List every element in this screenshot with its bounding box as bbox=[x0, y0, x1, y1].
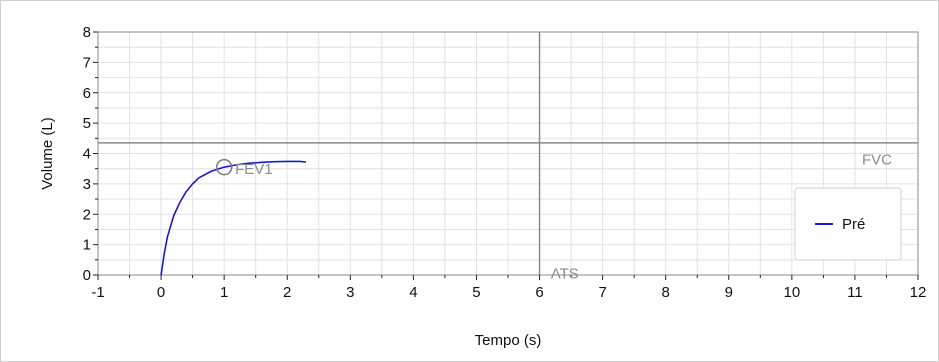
x-tick-label: 3 bbox=[346, 284, 354, 301]
fev1-marker bbox=[215, 158, 233, 176]
y-tick-label: 5 bbox=[83, 115, 91, 132]
fev1-label: FEV1 bbox=[235, 161, 273, 178]
y-tick-label: 8 bbox=[83, 24, 91, 41]
legend-label-pre: Pré bbox=[842, 216, 865, 233]
x-tick-label: 2 bbox=[283, 284, 291, 301]
legend-box bbox=[794, 187, 902, 261]
y-tick-label: 0 bbox=[83, 267, 91, 284]
series-line-pre bbox=[160, 160, 307, 276]
reference-lines bbox=[98, 32, 918, 275]
y-tick-label: 1 bbox=[83, 237, 91, 254]
x-tick-label: 8 bbox=[662, 284, 670, 301]
legend: Pré bbox=[794, 187, 902, 261]
fvc-label: FVC bbox=[862, 152, 892, 169]
x-tick-label: 11 bbox=[847, 284, 863, 301]
x-tick-label: 0 bbox=[157, 284, 165, 301]
y-tick-label: 3 bbox=[83, 176, 91, 193]
y-tick-label: 7 bbox=[83, 54, 91, 71]
ats-label: ATS bbox=[551, 265, 579, 282]
x-tick-label: 10 bbox=[784, 284, 801, 301]
series-layer bbox=[160, 160, 307, 276]
x-tick-label: 5 bbox=[472, 284, 480, 301]
y-tick-label: 2 bbox=[83, 206, 91, 223]
y-tick-label: 4 bbox=[83, 146, 91, 163]
x-tick-label: -1 bbox=[91, 284, 104, 301]
x-tick-label: 4 bbox=[409, 284, 417, 301]
x-axis-label: Tempo (s) bbox=[475, 332, 542, 349]
x-tick-label: 6 bbox=[535, 284, 543, 301]
annotations: FEV1 FVC ATS bbox=[215, 152, 892, 282]
x-tick-label: 9 bbox=[725, 284, 733, 301]
y-tick-label: 6 bbox=[83, 85, 91, 102]
x-tick-label: 12 bbox=[910, 284, 927, 301]
x-tick-label: 7 bbox=[598, 284, 606, 301]
x-tick-label: 1 bbox=[220, 284, 228, 301]
y-axis-label: Volume (L) bbox=[39, 117, 56, 190]
